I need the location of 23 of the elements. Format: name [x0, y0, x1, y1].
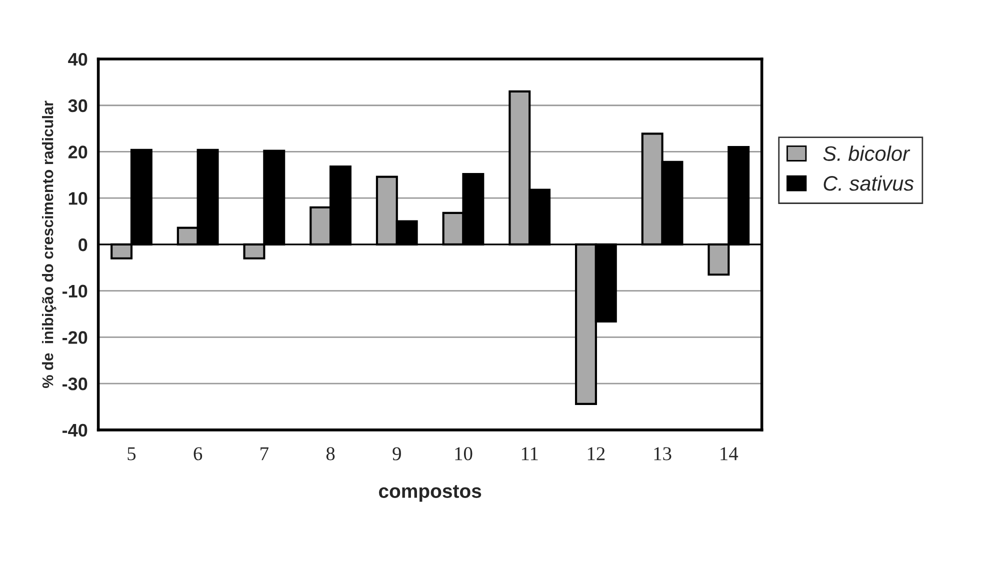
x-tick-label: 8: [326, 447, 335, 460]
y-tick-label: 10: [68, 192, 88, 205]
y-tick-label: 20: [68, 146, 88, 158]
x-tick-label: 12: [588, 447, 605, 460]
legend-label: C. sativus: [824, 175, 914, 191]
y-tick-label: 30: [68, 99, 88, 112]
y-tick-label: -10: [62, 284, 88, 298]
x-tick-label: 10: [455, 447, 472, 460]
y-tick-label: 0: [78, 238, 88, 252]
y-tick-label: 40: [68, 52, 88, 66]
x-tick-label: 5: [128, 447, 136, 460]
x-tick-label: 6: [194, 447, 202, 460]
x-axis-title: compostos: [378, 485, 482, 502]
y-tick-label: -40: [62, 424, 88, 437]
x-tick-label: 14: [720, 447, 738, 460]
y-tick-label: -30: [62, 378, 88, 390]
x-tick-label: 11: [522, 447, 538, 460]
x-tick-label: 9: [392, 447, 401, 460]
x-tick-label: 13: [654, 447, 672, 460]
legend-label: S. bicolor: [823, 146, 910, 161]
y-axis-title: % de inibição do crescimento radicular: [42, 100, 56, 388]
x-tick-label: 7: [260, 447, 268, 460]
y-tick-label: -20: [62, 331, 88, 344]
